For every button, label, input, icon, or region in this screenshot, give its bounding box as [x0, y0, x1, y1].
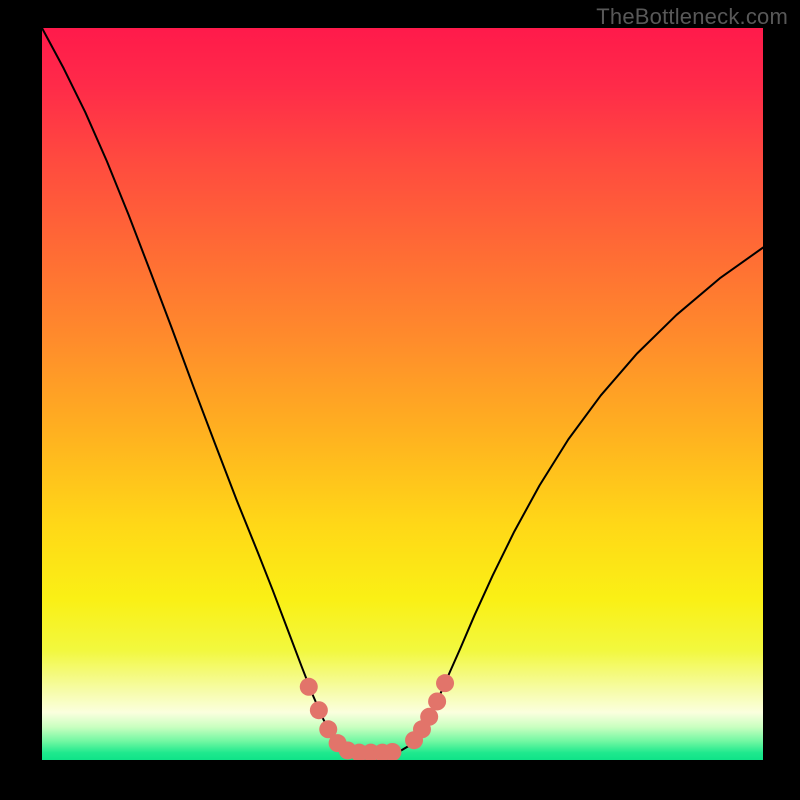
- bottleneck-chart: [42, 28, 763, 760]
- marker-left: [300, 678, 318, 696]
- marker-right: [428, 692, 446, 710]
- marker-left: [310, 701, 328, 719]
- plot-background: [42, 28, 763, 760]
- marker-right: [436, 674, 454, 692]
- watermark-text: TheBottleneck.com: [596, 4, 788, 30]
- stage: TheBottleneck.com: [0, 0, 800, 800]
- marker-right: [420, 708, 438, 726]
